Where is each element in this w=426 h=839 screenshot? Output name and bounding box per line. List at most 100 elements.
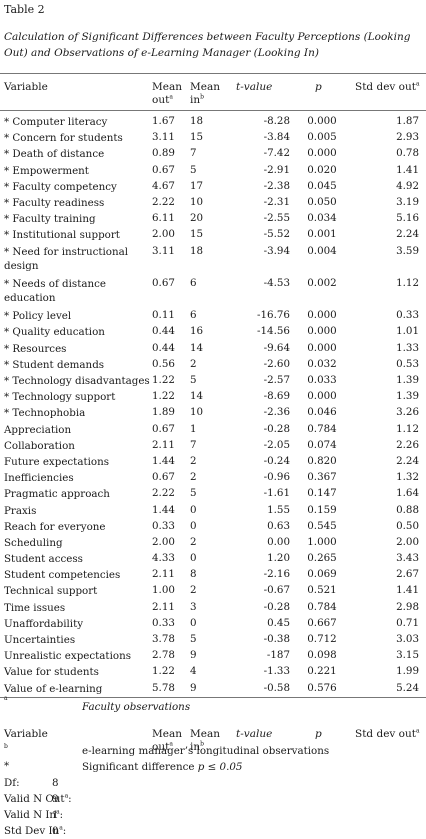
cell-std-dev-out: 5.24: [396, 681, 419, 694]
cell-mean-out: 1.67: [152, 115, 175, 127]
cell-p-value: 0.000: [307, 147, 337, 160]
cell-mean-out: 3.11: [152, 244, 175, 257]
cell-std-dev-out: 3.15: [396, 649, 419, 662]
valid-n-out-value: 9: [52, 793, 59, 805]
cell-std-dev-out: 1.39: [396, 390, 419, 403]
cell-p-value: 0.576: [307, 681, 337, 694]
top-rule: [0, 73, 426, 74]
cell-p-value: 0.367: [307, 471, 337, 484]
table-row: * Policy level 0.11 6 -16.76 0.000 0.33: [0, 307, 426, 323]
cell-p-value: 0.159: [307, 503, 337, 516]
header-mean-out-label: Mean out: [152, 728, 182, 753]
cell-p-value: 0.265: [307, 552, 337, 565]
df-value: 8: [52, 777, 59, 789]
cell-t-value: -14.56: [257, 325, 290, 338]
cell-mean-in: 7: [190, 147, 197, 160]
cell-mean-in: 14: [190, 341, 204, 354]
cell-mean-in: 5: [190, 374, 197, 387]
header-std-dev-out-label: Std dev out: [355, 728, 416, 740]
cell-t-value: 1.55: [267, 503, 290, 516]
cell-variable: * Need for instructional design: [4, 245, 129, 272]
table-row: Unaffordability 0.33 0 0.45 0.667 0.71: [0, 615, 426, 631]
table-number: Table 2: [4, 3, 45, 16]
table-row: * Student demands 0.56 2 -2.60 0.032 0.53: [0, 356, 426, 372]
cell-variable: Uncertainties: [4, 634, 76, 647]
cell-std-dev-out: 1.32: [396, 471, 419, 484]
cell-p-value: 0.020: [307, 163, 337, 176]
cell-std-dev-out: 2.93: [396, 131, 419, 144]
cell-mean-in: 0: [190, 519, 197, 532]
valid-n-out-label-text: Valid N Out: [4, 793, 65, 805]
cell-mean-out: 0.89: [152, 147, 175, 160]
header-mean-out: Mean outa: [152, 81, 186, 107]
header-mean-in-label: Mean in: [190, 81, 220, 106]
cell-t-value: -187: [266, 649, 290, 662]
cell-std-dev-out: 3.03: [396, 633, 419, 646]
table-row: * Concern for students 3.11 15 -3.84 0.005 2.…: [0, 129, 426, 145]
std-dev-in-sup: a: [59, 824, 63, 832]
cell-variable: * Death of distance: [4, 148, 105, 161]
cell-variable: * Computer literacy: [4, 116, 108, 128]
cell-std-dev-out: 1.87: [396, 115, 419, 127]
header-p: p: [315, 728, 322, 740]
std-dev-in-label: Std Dev Ina:: [4, 824, 67, 837]
cell-t-value: -3.84: [263, 131, 290, 144]
cell-mean-in: 5: [190, 163, 197, 176]
header-std-dev-out: Std dev outa: [355, 728, 420, 741]
cell-variable: Value of e-learning: [4, 682, 103, 695]
table-row: Pragmatic approach 2.22 5 -1.61 0.147 1.64: [0, 485, 426, 501]
cell-t-value: -2.60: [263, 357, 290, 370]
cell-variable: Future expectations: [4, 455, 110, 468]
cell-t-value: -2.91: [263, 163, 290, 176]
cell-p-value: 0.784: [307, 600, 337, 613]
cell-std-dev-out: 1.33: [396, 341, 419, 354]
cell-mean-in: 8: [190, 568, 197, 581]
header-mean-out-sup: a: [169, 740, 173, 748]
cell-mean-out: 3.11: [152, 131, 175, 144]
cell-t-value: -2.57: [263, 374, 290, 387]
footnote-star: Significant difference p ≤ 0.05: [82, 761, 242, 773]
cell-variable: Student access: [4, 553, 83, 566]
cell-std-dev-out: 0.78: [396, 147, 419, 160]
table-row: * Resources 0.44 14 -9.64 0.000 1.33: [0, 340, 426, 356]
header-rule: [0, 110, 426, 111]
cell-t-value: 1.20: [267, 552, 290, 565]
cell-std-dev-out: 0.71: [396, 616, 419, 629]
cell-variable: Reach for everyone: [4, 520, 106, 533]
header-t-value: t-value: [236, 728, 273, 740]
cell-std-dev-out: 0.50: [396, 519, 419, 532]
cell-variable: * Institutional support: [4, 229, 120, 242]
cell-mean-in: 9: [190, 649, 197, 662]
cell-mean-in: 7: [190, 438, 197, 451]
table-row: Reach for everyone 0.33 0 0.63 0.545 0.50: [0, 518, 426, 534]
cell-t-value: -2.38: [263, 179, 290, 192]
header-mean-in: Mean inb: [190, 81, 222, 107]
cell-variable: Unrealistic expectations: [4, 650, 131, 663]
cell-mean-in: 17: [190, 179, 204, 192]
cell-t-value: -8.28: [263, 115, 290, 127]
table-row: * Technology support 1.22 14 -8.69 0.000 1.39: [0, 388, 426, 404]
table-body: * Computer literacy 1.67 18 -8.28 0.000 1.87 *…: [0, 113, 426, 696]
header-p: p: [315, 81, 322, 93]
table-row: * Faculty training 6.11 20 -2.55 0.034 5.16: [0, 210, 426, 226]
table-row: * Technology disadvantages 1.22 5 -2.57 0.03…: [0, 372, 426, 388]
cell-mean-in: 2: [190, 454, 197, 467]
cell-mean-out: 2.11: [152, 568, 175, 581]
cell-mean-in: 5: [190, 487, 197, 500]
cell-p-value: 0.033: [307, 374, 337, 387]
cell-mean-out: 1.00: [152, 584, 175, 597]
footnote-star-marker: *: [4, 760, 10, 772]
cell-mean-out: 0.67: [152, 163, 175, 176]
cell-t-value: 0.63: [267, 519, 290, 532]
table-row: Inefficiencies 0.67 2 -0.96 0.367 1.32: [0, 469, 426, 485]
cell-mean-out: 0.67: [152, 422, 175, 435]
cell-p-value: 0.667: [307, 616, 337, 629]
cell-variable: * Technophobia: [4, 407, 86, 420]
cell-std-dev-out: 0.53: [396, 357, 419, 370]
cell-mean-out: 2.22: [152, 195, 175, 208]
cell-mean-out: 0.11: [152, 309, 175, 322]
table-row: Time issues 2.11 3 -0.28 0.784 2.98: [0, 599, 426, 615]
cell-std-dev-out: 3.26: [396, 406, 419, 419]
cell-mean-out: 0.67: [152, 276, 175, 289]
cell-variable: Time issues: [4, 601, 66, 614]
